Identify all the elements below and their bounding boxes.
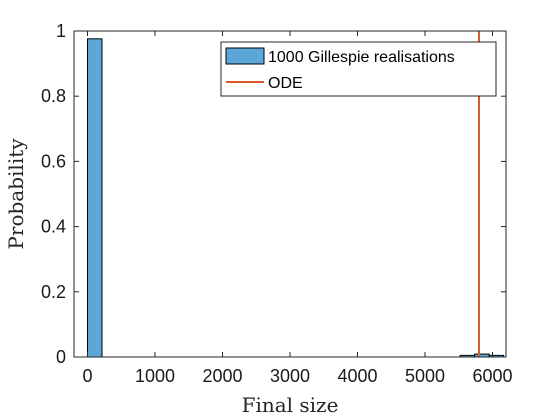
legend-box [220, 41, 497, 97]
legend-label-ode: ODE [268, 75, 303, 92]
histogram-bar [87, 38, 103, 358]
axis-ticks: 0 1000 2000 3000 4000 5000 6000 0 0.2 0.4 0.6 0.8 1 [41, 21, 513, 386]
x-tick-label: 0 [82, 366, 92, 386]
legend-label-histogram: 1000 Gillespie realisations [268, 49, 455, 66]
x-tick-label: 3000 [270, 366, 310, 386]
legend: 1000 Gillespie realisations ODE [220, 41, 497, 97]
y-tick-label: 0.8 [41, 86, 66, 106]
x-tick-label: 5000 [405, 366, 445, 386]
y-tick-label: 0.2 [41, 282, 66, 302]
y-axis-title: Probability [4, 138, 28, 250]
x-tick-label: 6000 [472, 366, 512, 386]
y-tick-label: 0.6 [41, 151, 66, 171]
histogram-bars [87, 38, 505, 358]
x-axis-title: Final size [242, 393, 339, 417]
x-tick-label: 2000 [202, 366, 242, 386]
x-tick-label: 1000 [135, 366, 175, 386]
legend-swatch-histogram [225, 47, 265, 65]
y-tick-label: 1 [56, 21, 66, 41]
x-tick-label: 4000 [337, 366, 377, 386]
y-tick-label: 0.4 [41, 217, 66, 237]
y-tick-label: 0 [56, 347, 66, 367]
